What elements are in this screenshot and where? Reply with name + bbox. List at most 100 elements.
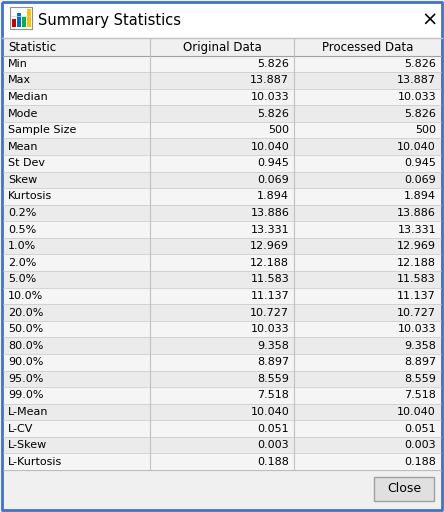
- Text: 12.969: 12.969: [250, 241, 289, 251]
- Text: 8.897: 8.897: [404, 357, 436, 367]
- Bar: [3, 105, 441, 122]
- Text: Sample Size: Sample Size: [8, 125, 76, 135]
- Text: L-Kurtosis: L-Kurtosis: [8, 457, 62, 467]
- Text: 13.887: 13.887: [250, 75, 289, 86]
- Text: 12.969: 12.969: [397, 241, 436, 251]
- Text: 0.069: 0.069: [404, 175, 436, 185]
- Bar: [3, 172, 441, 188]
- Text: 1.894: 1.894: [404, 191, 436, 202]
- Text: 0.5%: 0.5%: [8, 225, 36, 234]
- Text: 13.331: 13.331: [251, 225, 289, 234]
- Text: 11.583: 11.583: [250, 274, 289, 284]
- Text: Mean: Mean: [8, 142, 39, 152]
- Text: 99.0%: 99.0%: [8, 391, 44, 400]
- Bar: [3, 271, 441, 288]
- Text: 5.826: 5.826: [404, 109, 436, 119]
- Bar: [3, 321, 441, 337]
- Text: 5.826: 5.826: [258, 59, 289, 69]
- Text: 1.0%: 1.0%: [8, 241, 36, 251]
- Text: 10.040: 10.040: [397, 407, 436, 417]
- Text: 13.331: 13.331: [397, 225, 436, 234]
- Text: 11.137: 11.137: [397, 291, 436, 301]
- Bar: [3, 288, 441, 304]
- Text: 8.559: 8.559: [258, 374, 289, 384]
- Bar: [3, 89, 441, 105]
- Text: 9.358: 9.358: [404, 340, 436, 351]
- Text: 1.894: 1.894: [257, 191, 289, 202]
- Bar: [3, 387, 441, 403]
- Text: 5.826: 5.826: [404, 59, 436, 69]
- Text: 500: 500: [415, 125, 436, 135]
- Text: Summary Statistics: Summary Statistics: [38, 12, 181, 28]
- Text: 0.188: 0.188: [404, 457, 436, 467]
- Bar: [3, 304, 441, 321]
- Text: 5.0%: 5.0%: [8, 274, 36, 284]
- Text: 13.886: 13.886: [397, 208, 436, 218]
- Bar: [3, 221, 441, 238]
- Text: 10.727: 10.727: [397, 308, 436, 317]
- Text: 0.188: 0.188: [258, 457, 289, 467]
- Text: 10.040: 10.040: [250, 407, 289, 417]
- Bar: [3, 254, 441, 271]
- Text: 13.887: 13.887: [397, 75, 436, 86]
- Text: 0.003: 0.003: [258, 440, 289, 450]
- Bar: [3, 72, 441, 89]
- Text: Max: Max: [8, 75, 31, 86]
- Text: Original Data: Original Data: [182, 41, 262, 54]
- Text: 10.033: 10.033: [397, 92, 436, 102]
- Text: 10.727: 10.727: [250, 308, 289, 317]
- Bar: [3, 188, 441, 205]
- Text: St Dev: St Dev: [8, 158, 45, 168]
- Text: L-CV: L-CV: [8, 423, 33, 434]
- Text: 0.051: 0.051: [258, 423, 289, 434]
- Text: 11.137: 11.137: [250, 291, 289, 301]
- Bar: [3, 39, 441, 56]
- Bar: [3, 420, 441, 437]
- Text: Statistic: Statistic: [8, 41, 56, 54]
- Text: 10.040: 10.040: [250, 142, 289, 152]
- Bar: [3, 354, 441, 371]
- Text: Processed Data: Processed Data: [322, 41, 413, 54]
- Bar: [10, 7, 32, 29]
- Bar: [3, 337, 441, 354]
- Text: 12.188: 12.188: [250, 258, 289, 268]
- Bar: [27, 9, 31, 27]
- Text: 10.033: 10.033: [251, 324, 289, 334]
- Text: 2.0%: 2.0%: [8, 258, 36, 268]
- Text: 0.945: 0.945: [258, 158, 289, 168]
- Text: 7.518: 7.518: [258, 391, 289, 400]
- Bar: [3, 437, 441, 454]
- Text: L-Mean: L-Mean: [8, 407, 48, 417]
- Text: ×: ×: [422, 11, 438, 30]
- Bar: [3, 403, 441, 420]
- Bar: [2, 2, 442, 38]
- Text: 9.358: 9.358: [258, 340, 289, 351]
- Text: 0.051: 0.051: [404, 423, 436, 434]
- Text: 11.583: 11.583: [397, 274, 436, 284]
- Text: 10.033: 10.033: [397, 324, 436, 334]
- Text: Skew: Skew: [8, 175, 37, 185]
- Bar: [3, 454, 441, 470]
- Text: 0.003: 0.003: [404, 440, 436, 450]
- Text: 5.826: 5.826: [258, 109, 289, 119]
- Text: 13.886: 13.886: [250, 208, 289, 218]
- Bar: [17, 13, 21, 27]
- Bar: [22, 17, 26, 27]
- Text: 0.945: 0.945: [404, 158, 436, 168]
- Text: 95.0%: 95.0%: [8, 374, 44, 384]
- Bar: [3, 205, 441, 221]
- Text: L-Skew: L-Skew: [8, 440, 47, 450]
- Bar: [3, 371, 441, 387]
- Text: 12.188: 12.188: [397, 258, 436, 268]
- Text: 0.2%: 0.2%: [8, 208, 36, 218]
- Text: 20.0%: 20.0%: [8, 308, 44, 317]
- Text: Median: Median: [8, 92, 49, 102]
- Text: 8.897: 8.897: [257, 357, 289, 367]
- Text: 0.069: 0.069: [258, 175, 289, 185]
- Text: Mode: Mode: [8, 109, 38, 119]
- Text: 80.0%: 80.0%: [8, 340, 44, 351]
- Bar: [3, 122, 441, 138]
- Text: 50.0%: 50.0%: [8, 324, 43, 334]
- Bar: [374, 477, 434, 501]
- Bar: [3, 155, 441, 172]
